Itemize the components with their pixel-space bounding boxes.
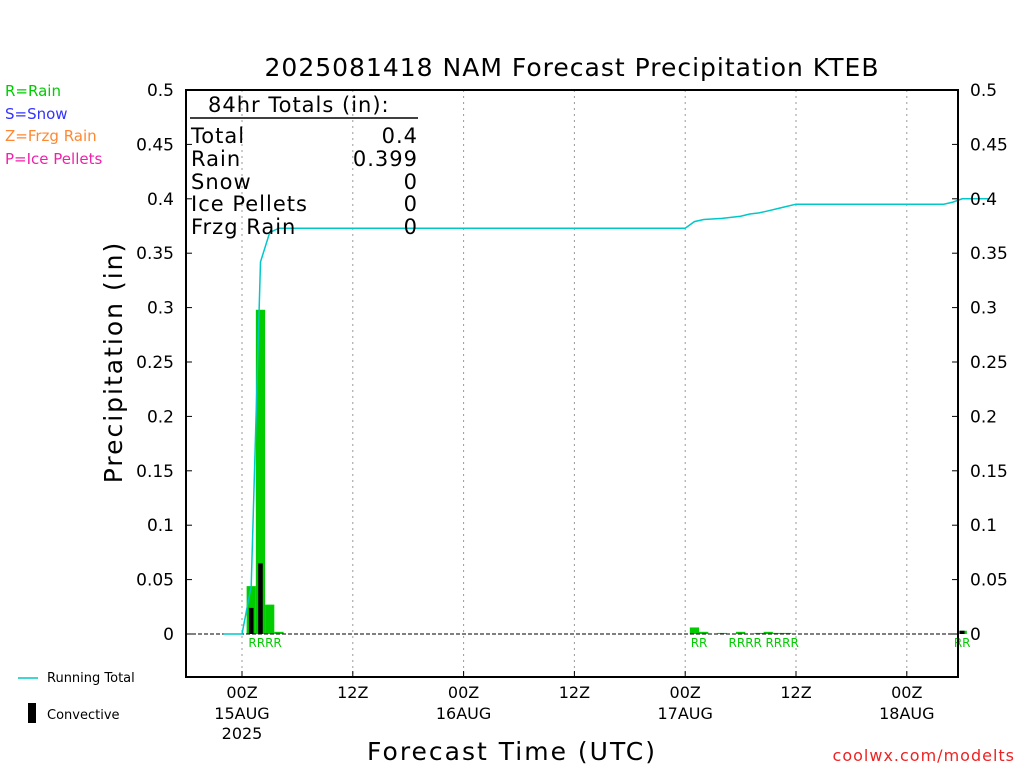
rain-bar xyxy=(265,604,275,634)
y-tick-label-left: 0.4 xyxy=(147,190,174,210)
y-tick-label-right: 0.3 xyxy=(970,299,997,319)
x-tick-label: 00Z xyxy=(448,683,479,702)
totals-label-snow: Snow xyxy=(191,170,252,194)
y-axis-ticks: 0 00.05 0.050.1 0.10.15 0.150.2 0.20.25 0.250.… xyxy=(136,81,1008,645)
ptype-legend: R=Rain S=Snow Z=Frzg Rain P=Ice Pellets xyxy=(5,82,102,168)
legend-ice-pellets: P=Ice Pellets xyxy=(5,150,102,168)
plot-frame xyxy=(185,89,959,678)
y-tick-label-left: 0 xyxy=(163,625,174,645)
totals-label-total: Total xyxy=(190,124,245,148)
y-tick-label-right: 0.45 xyxy=(970,135,1008,155)
running-total-line xyxy=(223,198,990,635)
x-tick-label: 12Z xyxy=(337,683,368,702)
x-tick-label: 12Z xyxy=(780,683,811,702)
y-tick-label-left: 0.35 xyxy=(136,244,174,264)
y-tick-label-left: 0.5 xyxy=(147,81,174,101)
y-tick-label-left: 0.05 xyxy=(136,571,174,591)
x-tick-date: 18AUG xyxy=(879,704,934,723)
y-tick-label-right: 0.2 xyxy=(970,407,997,427)
x-tick-label: 00Z xyxy=(226,683,257,702)
x-tick-label: 12Z xyxy=(559,683,590,702)
chart-title: 2025081418 NAM Forecast Precipitation KT… xyxy=(265,53,880,82)
rain-bar xyxy=(763,631,773,634)
y-tick-label-right: 0.4 xyxy=(970,190,997,210)
convective-bar xyxy=(959,630,965,634)
legend-frzg-rain: Z=Frzg Rain xyxy=(5,127,97,145)
y-tick-label-right: 0.35 xyxy=(970,244,1008,264)
ptype-label: RRRR xyxy=(248,636,281,650)
y-axis-label: Precipitation (in) xyxy=(99,241,128,484)
totals-value-frzg-rain: 0 xyxy=(404,215,418,239)
convective-legend-swatch xyxy=(28,703,36,723)
totals-header: 84hr Totals (in): xyxy=(208,93,390,117)
y-tick-label-left: 0.45 xyxy=(136,135,174,155)
x-tick-label: 00Z xyxy=(670,683,701,702)
x-tick-date: 15AUG xyxy=(214,704,269,723)
convective-bar xyxy=(248,607,254,634)
legend-snow: S=Snow xyxy=(5,105,68,123)
x-axis-label: Forecast Time (UTC) xyxy=(367,737,657,766)
rain-bar xyxy=(717,632,727,634)
rain-bar xyxy=(274,631,284,634)
x-tick-date: 17AUG xyxy=(657,704,712,723)
y-tick-label-right: 0.5 xyxy=(970,81,997,101)
y-tick-label-left: 0.3 xyxy=(147,299,174,319)
y-tick-label-left: 0.1 xyxy=(147,516,174,536)
rain-bar xyxy=(754,632,764,634)
grid-lines xyxy=(241,90,908,677)
y-tick-label-right: 0.1 xyxy=(970,516,997,536)
totals-value-rain: 0.399 xyxy=(353,147,418,171)
x-tick-year: 2025 xyxy=(222,724,263,743)
convective-bar xyxy=(258,563,263,634)
rain-bar xyxy=(699,631,709,634)
ptype-label: RR xyxy=(954,636,971,650)
totals-label-frzg-rain: Frzg Rain xyxy=(191,215,296,239)
y-tick-label-left: 0.15 xyxy=(136,462,174,482)
credit-text: coolwx.com/modelts xyxy=(833,746,1015,765)
rain-bar xyxy=(782,632,792,634)
bottom-legend: Running Total Convective xyxy=(18,671,135,723)
y-tick-label-right: 0.05 xyxy=(970,571,1008,591)
rain-bar xyxy=(255,309,266,634)
ptype-labels: RRRR RR RRRR RRRR RR xyxy=(248,636,970,650)
rain-bar xyxy=(735,631,746,634)
rain-bar xyxy=(772,632,783,634)
y-tick-label-right: 0.25 xyxy=(970,353,1008,373)
y-tick-label-right: 0.15 xyxy=(970,462,1008,482)
convective-legend-label: Convective xyxy=(47,708,120,723)
ptype-label: RR xyxy=(691,636,708,650)
ptype-label: RRRR xyxy=(765,636,798,650)
rain-bar xyxy=(689,627,700,634)
ptype-label: RRRR xyxy=(729,636,762,650)
precip-bars xyxy=(246,309,967,634)
totals-label-ice-pellets: Ice Pellets xyxy=(191,192,308,216)
totals-box: 84hr Totals (in): Total 0.4 Rain 0.399 S… xyxy=(190,93,418,239)
totals-value-snow: 0 xyxy=(404,170,418,194)
totals-value-ice-pellets: 0 xyxy=(404,192,418,216)
x-tick-label: 00Z xyxy=(891,683,922,702)
y-tick-label-right: 0 xyxy=(970,625,981,645)
totals-label-rain: Rain xyxy=(191,147,241,171)
y-tick-label-left: 0.25 xyxy=(136,353,174,373)
totals-value-total: 0.4 xyxy=(382,124,418,148)
running-total-legend-label: Running Total xyxy=(47,671,135,686)
x-tick-date: 16AUG xyxy=(436,704,491,723)
y-tick-label-left: 0.2 xyxy=(147,407,174,427)
legend-rain: R=Rain xyxy=(5,82,61,100)
